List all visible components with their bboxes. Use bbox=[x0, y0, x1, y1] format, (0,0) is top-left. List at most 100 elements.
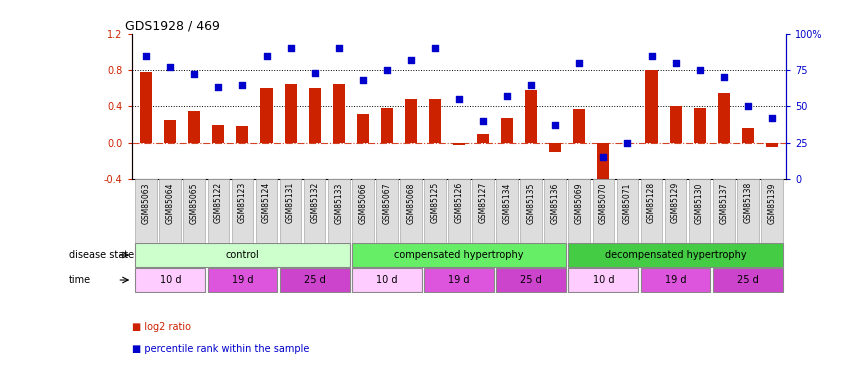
Point bbox=[620, 140, 634, 146]
Text: 10 d: 10 d bbox=[160, 275, 181, 285]
Point bbox=[139, 53, 153, 58]
Text: GSM85069: GSM85069 bbox=[575, 182, 584, 224]
Bar bbox=[135, 179, 157, 243]
Bar bbox=[184, 179, 205, 243]
Bar bbox=[448, 179, 470, 243]
Bar bbox=[665, 179, 687, 243]
Point bbox=[356, 77, 370, 83]
Point bbox=[212, 84, 225, 90]
Text: GSM85138: GSM85138 bbox=[743, 182, 752, 224]
Point bbox=[693, 67, 706, 73]
Text: GSM85130: GSM85130 bbox=[695, 182, 704, 224]
Text: GSM85125: GSM85125 bbox=[430, 182, 439, 224]
Bar bbox=[231, 179, 253, 243]
Bar bbox=[573, 109, 586, 143]
Bar bbox=[477, 134, 489, 143]
Point bbox=[524, 82, 538, 88]
Bar bbox=[717, 93, 729, 143]
Bar bbox=[496, 179, 518, 243]
Bar bbox=[256, 179, 277, 243]
Text: decompensated hypertrophy: decompensated hypertrophy bbox=[604, 250, 746, 260]
Point bbox=[308, 70, 321, 76]
Bar bbox=[616, 179, 638, 243]
Bar bbox=[473, 179, 494, 243]
Point bbox=[452, 96, 466, 102]
Point bbox=[332, 45, 345, 51]
Point bbox=[597, 154, 610, 160]
Point bbox=[235, 82, 249, 88]
Bar bbox=[713, 268, 783, 292]
Text: GSM85070: GSM85070 bbox=[599, 182, 608, 224]
Bar bbox=[135, 243, 349, 267]
Point bbox=[573, 60, 586, 66]
Point bbox=[188, 71, 201, 77]
Bar bbox=[766, 143, 778, 147]
Bar bbox=[352, 268, 422, 292]
Bar bbox=[400, 179, 422, 243]
Bar bbox=[549, 143, 561, 152]
Point bbox=[476, 118, 490, 124]
Point bbox=[404, 57, 417, 63]
Text: GSM85126: GSM85126 bbox=[455, 182, 463, 224]
Bar bbox=[328, 179, 349, 243]
Bar bbox=[453, 143, 465, 146]
Text: disease state: disease state bbox=[69, 250, 134, 260]
Bar bbox=[641, 179, 662, 243]
Bar bbox=[544, 179, 566, 243]
Text: GSM85067: GSM85067 bbox=[382, 182, 391, 224]
Bar bbox=[525, 90, 537, 143]
Point bbox=[765, 115, 779, 121]
Bar bbox=[164, 120, 176, 143]
Bar bbox=[429, 99, 441, 143]
Text: GSM85066: GSM85066 bbox=[358, 182, 367, 224]
Text: GSM85137: GSM85137 bbox=[719, 182, 728, 224]
Text: 10 d: 10 d bbox=[592, 275, 614, 285]
Bar bbox=[713, 179, 734, 243]
Text: GSM85128: GSM85128 bbox=[647, 182, 656, 224]
Text: GSM85124: GSM85124 bbox=[262, 182, 271, 224]
Text: 19 d: 19 d bbox=[665, 275, 686, 285]
Bar bbox=[189, 111, 201, 143]
Text: ■ percentile rank within the sample: ■ percentile rank within the sample bbox=[132, 344, 309, 354]
Bar bbox=[598, 143, 609, 188]
Bar bbox=[236, 126, 248, 143]
Point bbox=[501, 93, 514, 99]
Text: GSM85136: GSM85136 bbox=[551, 182, 560, 224]
Bar bbox=[135, 268, 205, 292]
Point bbox=[717, 74, 730, 80]
Bar bbox=[303, 179, 326, 243]
Point bbox=[669, 60, 683, 66]
Text: GSM85139: GSM85139 bbox=[768, 182, 776, 224]
Text: 25 d: 25 d bbox=[737, 275, 758, 285]
Text: control: control bbox=[225, 250, 259, 260]
Bar bbox=[381, 108, 393, 143]
Point bbox=[260, 53, 274, 58]
Bar bbox=[569, 268, 638, 292]
Point bbox=[284, 45, 298, 51]
Bar bbox=[502, 118, 513, 143]
Point bbox=[380, 67, 394, 73]
Bar bbox=[260, 88, 273, 143]
Text: GSM85127: GSM85127 bbox=[479, 182, 488, 224]
Text: GSM85133: GSM85133 bbox=[334, 182, 343, 224]
Text: ■ log2 ratio: ■ log2 ratio bbox=[132, 322, 190, 332]
Bar bbox=[352, 179, 374, 243]
Bar bbox=[352, 243, 566, 267]
Bar bbox=[569, 243, 783, 267]
Text: GDS1928 / 469: GDS1928 / 469 bbox=[125, 20, 220, 33]
Bar bbox=[592, 179, 615, 243]
Text: GSM85064: GSM85064 bbox=[166, 182, 175, 224]
Bar bbox=[761, 179, 783, 243]
Bar bbox=[694, 108, 705, 143]
Bar bbox=[641, 268, 711, 292]
Bar bbox=[332, 84, 345, 143]
Text: GSM85063: GSM85063 bbox=[142, 182, 150, 224]
Bar bbox=[280, 179, 302, 243]
Text: GSM85068: GSM85068 bbox=[406, 182, 416, 224]
Text: GSM85122: GSM85122 bbox=[214, 182, 223, 224]
Bar bbox=[207, 268, 277, 292]
Point bbox=[741, 104, 755, 110]
Text: GSM85071: GSM85071 bbox=[623, 182, 632, 224]
Bar bbox=[737, 179, 758, 243]
Bar bbox=[376, 179, 398, 243]
